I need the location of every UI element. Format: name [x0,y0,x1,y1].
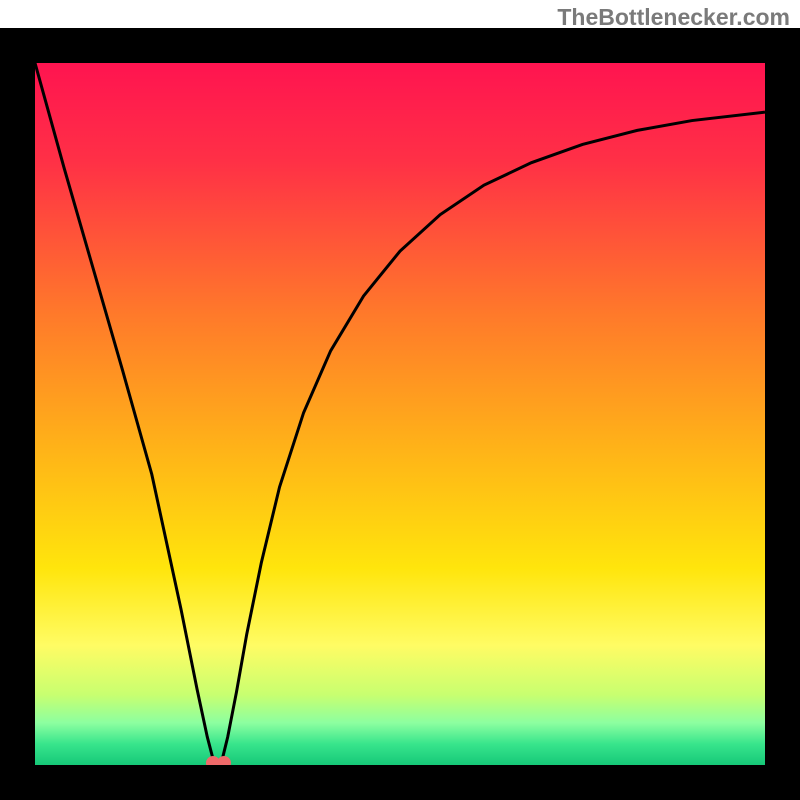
plot-area [35,63,765,765]
chart-root: TheBottlenecker.com [0,0,800,800]
optimum-marker-2 [217,756,231,765]
frame-right [765,28,800,800]
bottleneck-curve [35,63,765,765]
curve-polyline [35,63,765,765]
frame-top [0,28,800,63]
frame-bottom [0,765,800,800]
frame-left [0,28,35,800]
watermark-text: TheBottlenecker.com [557,4,790,31]
